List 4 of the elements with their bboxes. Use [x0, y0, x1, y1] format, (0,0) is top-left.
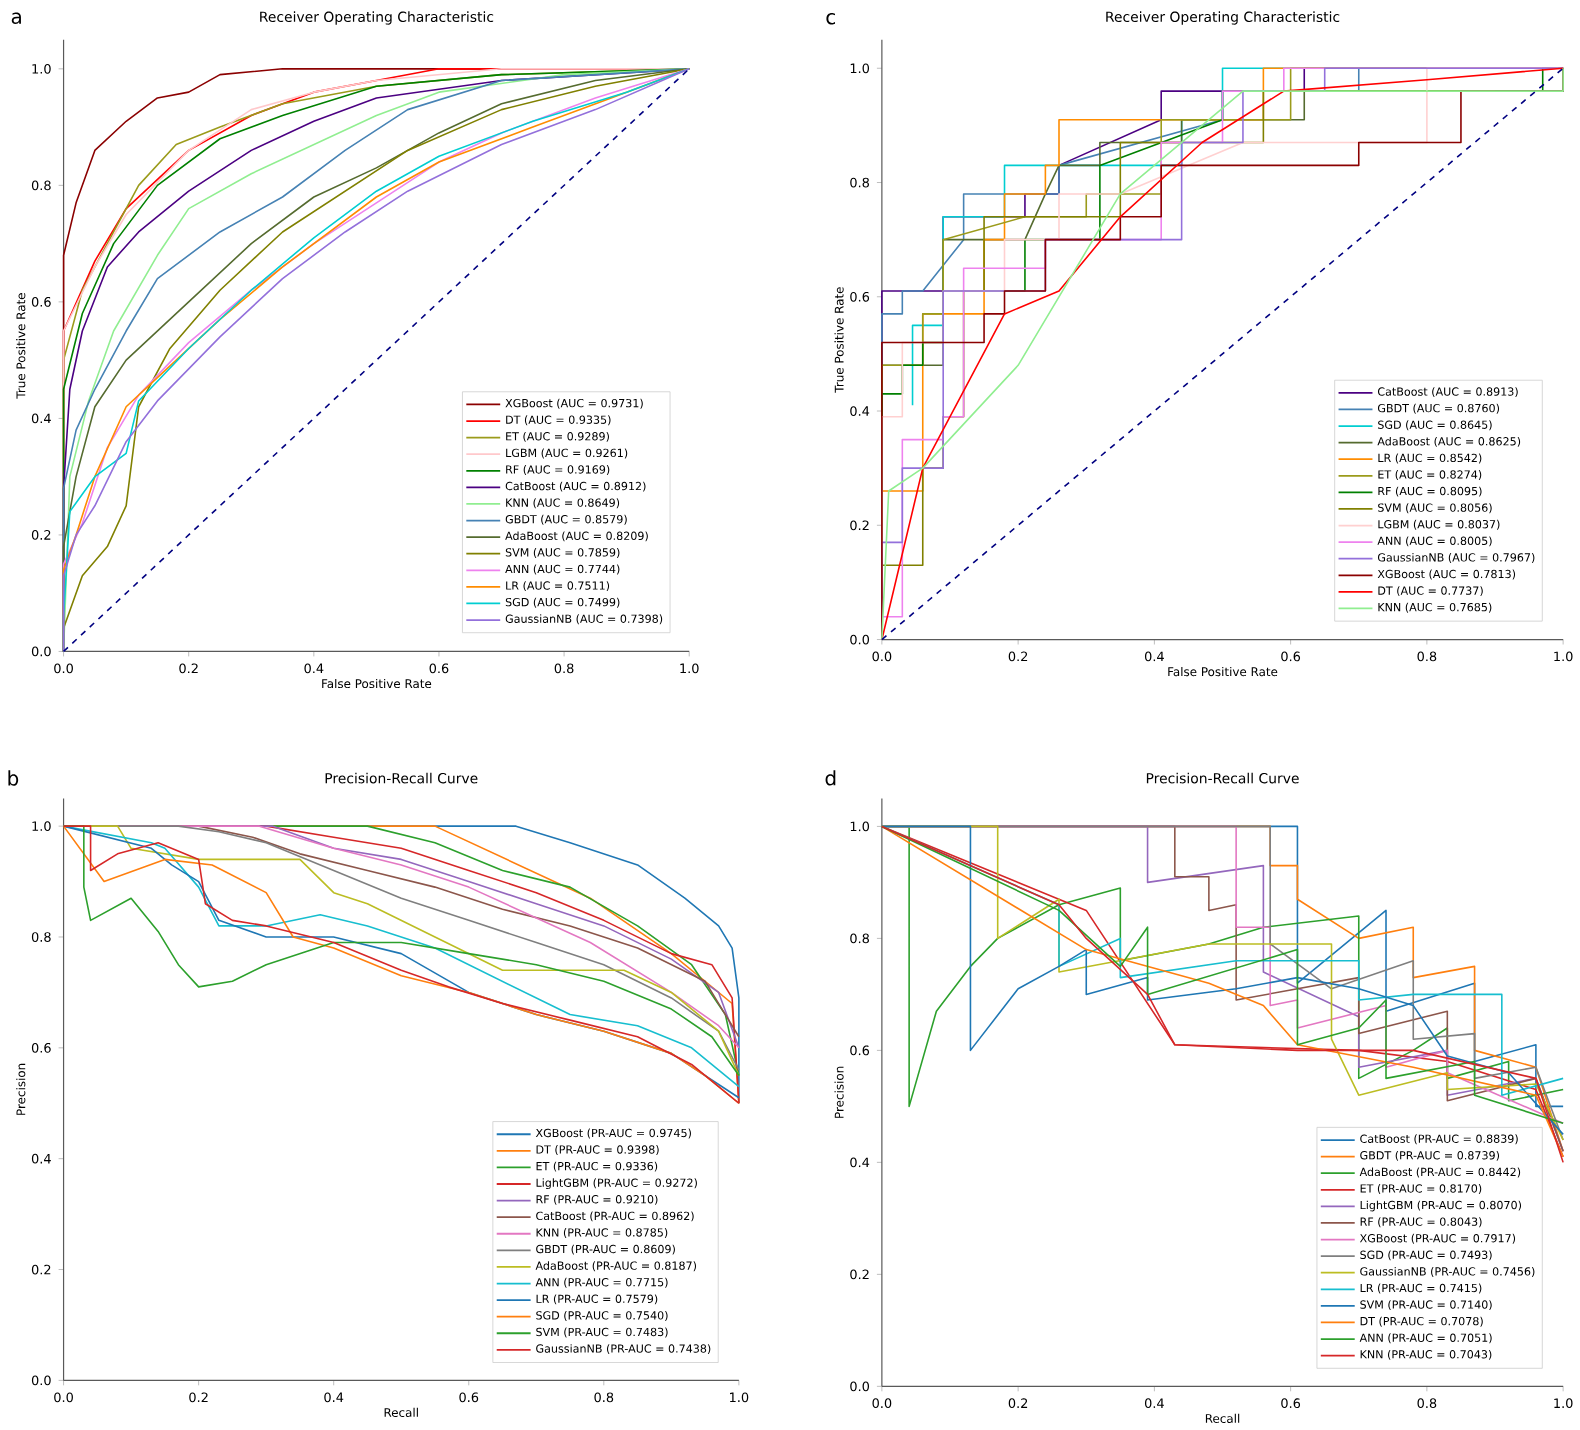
- text: a: [11, 12, 21, 24]
- text: c: [826, 13, 836, 25]
- text: b: [8, 770, 19, 786]
- text: d: [825, 770, 836, 786]
